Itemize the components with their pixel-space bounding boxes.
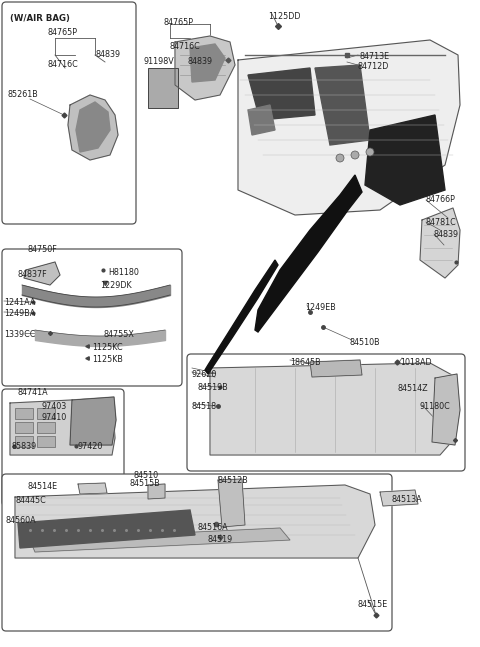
Text: 18645B: 18645B xyxy=(290,358,321,367)
Polygon shape xyxy=(315,65,370,145)
Text: 1125KC: 1125KC xyxy=(92,343,122,352)
Text: 84716C: 84716C xyxy=(170,42,201,51)
Polygon shape xyxy=(18,510,195,548)
Text: 97420: 97420 xyxy=(78,442,103,451)
Text: 84519B: 84519B xyxy=(198,383,229,392)
Text: 84513A: 84513A xyxy=(392,495,422,504)
Text: 97403: 97403 xyxy=(42,402,67,411)
Polygon shape xyxy=(15,485,375,558)
Text: 84839: 84839 xyxy=(188,57,213,66)
Text: 84712D: 84712D xyxy=(358,62,389,71)
Text: 84515E: 84515E xyxy=(358,600,388,609)
Text: 1125DD: 1125DD xyxy=(268,12,300,21)
Text: 84839: 84839 xyxy=(434,230,459,239)
Text: (W/AIR BAG): (W/AIR BAG) xyxy=(10,14,70,23)
Text: 1249BA: 1249BA xyxy=(4,309,35,318)
Text: 84510: 84510 xyxy=(133,471,158,480)
Polygon shape xyxy=(78,483,107,494)
Polygon shape xyxy=(70,397,116,445)
Polygon shape xyxy=(420,208,460,278)
Polygon shape xyxy=(248,68,315,120)
Text: 92620: 92620 xyxy=(192,370,217,379)
Text: 84514E: 84514E xyxy=(28,482,58,491)
Text: 84713E: 84713E xyxy=(360,52,390,61)
Text: 84765P: 84765P xyxy=(48,28,78,37)
FancyBboxPatch shape xyxy=(187,354,465,471)
FancyBboxPatch shape xyxy=(2,249,182,386)
Bar xyxy=(37,422,55,433)
Text: 84741A: 84741A xyxy=(18,388,48,397)
Text: 91180C: 91180C xyxy=(420,402,451,411)
FancyBboxPatch shape xyxy=(2,474,392,631)
Polygon shape xyxy=(210,363,455,455)
Circle shape xyxy=(351,151,359,159)
Text: 84755X: 84755X xyxy=(103,330,134,339)
Text: 84514Z: 84514Z xyxy=(398,384,429,393)
Text: 84512B: 84512B xyxy=(218,476,249,485)
Text: 84518: 84518 xyxy=(192,402,217,411)
Polygon shape xyxy=(380,490,418,506)
Polygon shape xyxy=(205,260,278,374)
Circle shape xyxy=(366,148,374,156)
Polygon shape xyxy=(248,105,275,135)
Text: 84519: 84519 xyxy=(208,535,233,544)
Polygon shape xyxy=(24,262,60,285)
Bar xyxy=(15,408,33,419)
Text: 97410: 97410 xyxy=(42,413,67,422)
Bar xyxy=(15,422,33,433)
Text: 85839: 85839 xyxy=(12,442,37,451)
Polygon shape xyxy=(175,36,235,100)
Polygon shape xyxy=(238,40,460,215)
Text: 84716C: 84716C xyxy=(48,60,79,69)
Circle shape xyxy=(336,154,344,162)
Text: 1249EB: 1249EB xyxy=(305,303,336,312)
Text: 84510B: 84510B xyxy=(350,338,381,347)
Polygon shape xyxy=(255,175,362,332)
Text: 84516A: 84516A xyxy=(198,523,228,532)
Polygon shape xyxy=(10,398,115,455)
Bar xyxy=(37,436,55,447)
Bar xyxy=(15,436,33,447)
Bar xyxy=(37,408,55,419)
Text: 1339CC: 1339CC xyxy=(4,330,36,339)
Text: 84445C: 84445C xyxy=(16,496,47,505)
Text: H81180: H81180 xyxy=(108,268,139,277)
Text: 84766P: 84766P xyxy=(426,195,456,204)
Text: 84781C: 84781C xyxy=(426,218,457,227)
Text: 85261B: 85261B xyxy=(8,90,39,99)
Text: 84560A: 84560A xyxy=(6,516,36,525)
FancyBboxPatch shape xyxy=(2,389,124,506)
Text: 84839: 84839 xyxy=(95,50,120,59)
Polygon shape xyxy=(310,360,362,377)
Text: 1018AD: 1018AD xyxy=(400,358,432,367)
Polygon shape xyxy=(148,484,165,499)
Text: 84515B: 84515B xyxy=(130,479,161,488)
Text: 1125KB: 1125KB xyxy=(92,355,123,364)
Text: 91198V: 91198V xyxy=(143,57,174,66)
Bar xyxy=(148,68,178,108)
Polygon shape xyxy=(68,95,118,160)
FancyBboxPatch shape xyxy=(2,2,136,224)
Polygon shape xyxy=(190,44,225,82)
Text: 1241AA: 1241AA xyxy=(4,298,36,307)
Polygon shape xyxy=(432,374,460,445)
Text: 84837F: 84837F xyxy=(18,270,48,279)
Polygon shape xyxy=(30,528,290,552)
Polygon shape xyxy=(76,102,110,152)
Text: 1229DK: 1229DK xyxy=(100,281,132,290)
Polygon shape xyxy=(365,115,445,205)
Text: 84750F: 84750F xyxy=(28,245,58,254)
Text: 84765P: 84765P xyxy=(163,18,193,27)
Polygon shape xyxy=(218,479,245,527)
